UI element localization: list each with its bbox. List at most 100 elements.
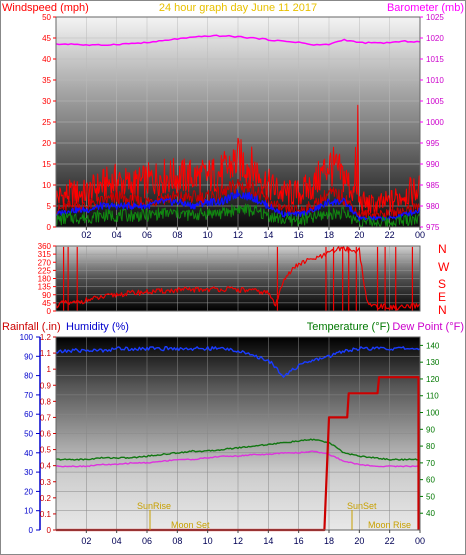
- chart-title: 24 hour graph day June 11 2017: [159, 2, 317, 14]
- temperature-tick-label-110: 110: [426, 392, 439, 401]
- humidity-ticks: 0 10 20 30 40 50 60 70 80 90 100: [20, 333, 40, 535]
- humidity-tick-label-60: 60: [24, 410, 33, 419]
- wind-x-tick-label-20: 20: [354, 230, 364, 240]
- wind-x-tick-label-16: 16: [294, 230, 304, 240]
- barometer-axis-label: Barometer (mb): [387, 2, 464, 14]
- humidity-x-tick-label-20: 20: [354, 536, 364, 546]
- windspeed-tick-label-45: 45: [42, 34, 51, 43]
- rainfall-tick-label-0.4: 0.4: [40, 462, 52, 471]
- windspeed-axis-label: Windspeed (mph): [2, 2, 89, 14]
- windspeed-tick-label-15: 15: [42, 160, 51, 169]
- low-wind-series-line: [55, 203, 421, 227]
- temperature-tick-label-60: 60: [426, 476, 435, 485]
- wind-x-tick-label-04: 04: [112, 230, 122, 240]
- direction-tick-label-180: 180: [38, 275, 52, 284]
- temperature-tick-label-130: 130: [426, 358, 440, 367]
- wind-x-tick-label-06: 06: [142, 230, 152, 240]
- windspeed-tick-label-20: 20: [42, 139, 51, 148]
- temperature-tick-label-100: 100: [426, 409, 440, 418]
- compass-label-n-top: N: [438, 242, 447, 256]
- temperature-tick-label-80: 80: [426, 442, 435, 451]
- compass-label-w: W: [438, 260, 450, 274]
- direction-tick-label-90: 90: [42, 291, 51, 300]
- rainfall-tick-label-0.7: 0.7: [40, 413, 52, 422]
- wind-x-tick-label-10: 10: [203, 230, 213, 240]
- humidity-x-tick-label-06: 06: [142, 536, 152, 546]
- rainfall-tick-label-0.9: 0.9: [40, 381, 52, 390]
- barometer-tick-label-995: 995: [426, 139, 440, 148]
- rainfall-series-line: [56, 376, 420, 532]
- wind-x-ticks: 02 04 06 08 10 12 14 16 18 20 22 00: [81, 227, 425, 240]
- rainfall-tick-label-0.1: 0.1: [40, 510, 52, 519]
- barometer-series-line: [55, 34, 421, 47]
- avg-wind-series-line: [55, 189, 421, 222]
- humidity-tick-label-80: 80: [24, 372, 33, 381]
- humidity-tick-label-70: 70: [24, 391, 33, 400]
- temperature-ticks: 40 50 60 70 80 90 100 110 120 130 140: [420, 341, 440, 518]
- temperature-tick-label-90: 90: [426, 425, 435, 434]
- rainfall-ticks: 0 0.1 0.2 0.3 0.4 0.5 0.6 0.7 0.8 0.9 1 1.1 1.2: [40, 333, 56, 535]
- barometer-tick-label-1015: 1015: [426, 55, 444, 64]
- dewpoint-axis-label: Dew Point (°F): [392, 321, 464, 333]
- humidity-axis-label: Humidity (%): [66, 321, 129, 333]
- rainfall-axis-label: Rainfall (.in): [2, 321, 61, 333]
- humidity-panel-grid: [56, 337, 420, 530]
- wind-x-tick-label-00: 00: [415, 230, 425, 240]
- rainfall-tick-label-0: 0: [47, 526, 52, 535]
- windspeed-tick-label-35: 35: [42, 76, 51, 85]
- rainfall-tick-label-1.2: 1.2: [40, 333, 52, 342]
- humidity-x-tick-label-02: 02: [81, 536, 91, 546]
- humidity-tick-label-0: 0: [29, 526, 34, 535]
- wind-x-tick-label-02: 02: [81, 230, 91, 240]
- wind-panel-series: [55, 34, 421, 227]
- direction-tick-label-360: 360: [38, 242, 52, 251]
- rainfall-tick-label-0.2: 0.2: [40, 494, 52, 503]
- humidity-x-tick-label-22: 22: [385, 536, 395, 546]
- barometer-tick-label-990: 990: [426, 160, 440, 169]
- humidity-x-ticks: 02 04 06 08 10 12 14 16 18 20 22 00: [81, 530, 425, 546]
- humidity-tick-label-30: 30: [24, 468, 33, 477]
- barometer-tick-label-1020: 1020: [426, 34, 444, 43]
- temperature-axis-label: Temperature (°F): [307, 321, 390, 333]
- humidity-x-tick-label-18: 18: [324, 536, 334, 546]
- compass-label-e: E: [438, 290, 446, 304]
- barometer-tick-label-1000: 1000: [426, 118, 444, 127]
- rainfall-tick-label-1: 1: [47, 365, 52, 374]
- direction-series: [55, 246, 421, 311]
- humidity-x-tick-label-08: 08: [172, 536, 182, 546]
- barometer-tick-label-1005: 1005: [426, 97, 444, 106]
- temperature-tick-label-70: 70: [426, 459, 435, 468]
- barometer-tick-label-975: 975: [426, 223, 440, 232]
- barometer-tick-label-985: 985: [426, 181, 440, 190]
- temperature-tick-label-50: 50: [426, 492, 435, 501]
- humidity-x-tick-label-12: 12: [233, 536, 243, 546]
- direction-tick-label-0: 0: [47, 307, 52, 316]
- temperature-tick-label-140: 140: [426, 341, 440, 350]
- direction-tick-label-270: 270: [38, 258, 52, 267]
- sunrise-label: SunRise: [137, 501, 171, 511]
- barometer-ticks: 975 980 985 990 995 1000 1005 1010 1015 1020 1025: [420, 13, 444, 232]
- sunset-label: SunSet: [347, 501, 377, 511]
- humidity-x-tick-label-10: 10: [203, 536, 213, 546]
- humidity-tick-label-50: 50: [24, 430, 33, 439]
- dewpoint-series-line: [55, 450, 421, 468]
- humidity-tick-label-20: 20: [24, 487, 33, 496]
- windspeed-tick-label-5: 5: [47, 202, 52, 211]
- compass-label-s: S: [438, 277, 446, 291]
- windspeed-tick-label-25: 25: [42, 118, 51, 127]
- wind-x-tick-label-12: 12: [233, 230, 243, 240]
- direction-tick-label-315: 315: [38, 250, 52, 259]
- humidity-tick-label-90: 90: [24, 352, 33, 361]
- wind-x-tick-label-18: 18: [324, 230, 334, 240]
- temperature-tick-label-120: 120: [426, 375, 440, 384]
- humidity-x-tick-label-16: 16: [294, 536, 304, 546]
- wind-x-tick-label-22: 22: [385, 230, 395, 240]
- wind-direction-series-line: [55, 246, 421, 311]
- windspeed-ticks: 0 5 10 15 20 25 30 35 40 45 50: [42, 13, 56, 232]
- rainfall-tick-label-0.3: 0.3: [40, 478, 52, 487]
- wind-x-tick-label-08: 08: [172, 230, 182, 240]
- windspeed-tick-label-30: 30: [42, 97, 51, 106]
